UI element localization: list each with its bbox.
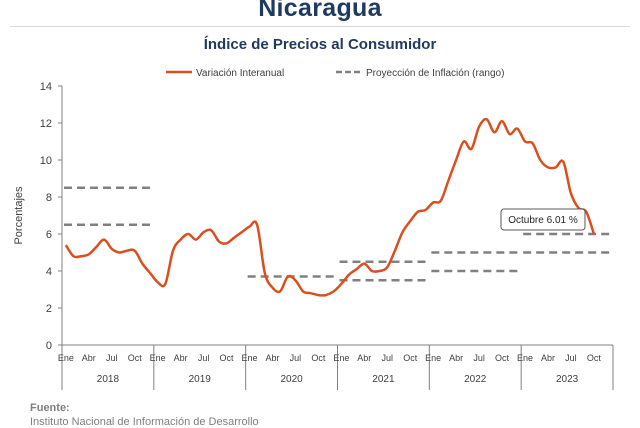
- month-tick-label: Oct: [128, 353, 143, 363]
- y-tick-label: 12: [40, 118, 52, 130]
- year-label: 2023: [556, 374, 579, 385]
- series-lines: [64, 117, 596, 297]
- y-tick-label: 2: [46, 303, 52, 315]
- year-label: 2019: [189, 374, 212, 385]
- projection-lines: [64, 186, 610, 282]
- legend-label-projection: Proyección de Inflación (rango): [366, 68, 504, 79]
- month-tick-label: Jul: [381, 353, 393, 363]
- chart-annotation: Octubre 6.01 %: [500, 208, 586, 231]
- chart-subtitle: Índice de Precios al Consumidor: [203, 36, 437, 53]
- month-tick-label: Abr: [82, 353, 96, 363]
- year-label: 2018: [97, 374, 120, 385]
- month-tick-label: Jul: [106, 353, 118, 363]
- month-tick-label: Abr: [541, 353, 555, 363]
- y-tick-label: 8: [46, 192, 52, 204]
- month-tick-label: Ene: [333, 353, 349, 363]
- month-tick-label: Jul: [565, 353, 577, 363]
- month-tick-label: Oct: [587, 353, 602, 363]
- series-line-variacion-interanual: [64, 117, 596, 297]
- year-label: 2021: [372, 374, 395, 385]
- month-tick-label: Oct: [311, 353, 326, 363]
- month-tick-label: Oct: [403, 353, 418, 363]
- title-divider: [10, 26, 630, 27]
- y-tick-label: 14: [40, 81, 52, 93]
- month-tick-label: Ene: [58, 353, 74, 363]
- y-axis-label: Porcentajes: [13, 186, 25, 245]
- month-tick-label: Jul: [473, 353, 485, 363]
- y-tick-label: 4: [46, 266, 52, 278]
- month-tick-label: Abr: [449, 353, 463, 363]
- source-label: Fuente:: [30, 402, 70, 414]
- y-tick-label: 6: [46, 229, 52, 241]
- year-label: 2020: [280, 374, 303, 385]
- chart-legend: Variación Interanual Proyección de Inflac…: [166, 68, 504, 79]
- source-detail: Instituto Nacional de Información de Des…: [30, 416, 259, 428]
- month-tick-label: Ene: [425, 353, 441, 363]
- page-title: Nicaragua: [258, 0, 382, 22]
- month-tick-label: Jul: [290, 353, 302, 363]
- month-tick-label: Ene: [517, 353, 533, 363]
- month-tick-label: Abr: [265, 353, 279, 363]
- month-tick-label: Ene: [150, 353, 166, 363]
- month-tick-label: Oct: [220, 353, 235, 363]
- month-tick-label: Abr: [174, 353, 188, 363]
- year-label: 2022: [464, 374, 487, 385]
- month-tick-label: Jul: [198, 353, 210, 363]
- legend-label-series: Variación Interanual: [196, 68, 284, 79]
- month-tick-label: Ene: [241, 353, 257, 363]
- chart-axes: 0 2 4 6 8 10 12 14 Porcentajes 2018 Ene Abr Jul Oct 20…: [13, 81, 614, 390]
- y-tick-label: 0: [46, 340, 52, 352]
- month-tick-label: Abr: [357, 353, 371, 363]
- annotation-box: [500, 208, 586, 231]
- y-tick-label: 10: [40, 155, 52, 167]
- annotation-label: Octubre 6.01 %: [508, 215, 578, 226]
- month-tick-label: Oct: [495, 353, 510, 363]
